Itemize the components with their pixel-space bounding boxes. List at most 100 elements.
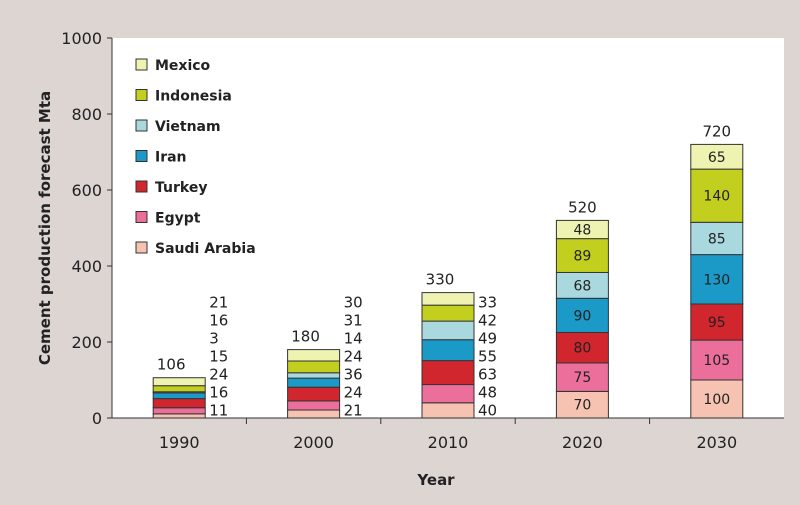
x-axis-label: Year [416, 471, 455, 489]
data-label: 68 [573, 278, 591, 294]
data-label: 40 [478, 402, 497, 420]
legend-label: Egypt [155, 211, 201, 227]
data-label: 21 [344, 402, 363, 420]
bar-segment-iran [152, 392, 206, 400]
bar-segment-mexico [555, 219, 609, 240]
data-label: 16 [209, 384, 228, 402]
x-tick-label: 1990 [159, 433, 200, 452]
x-tick-label: 2000 [293, 433, 334, 452]
bar-segment-egypt [152, 407, 206, 415]
bar-segment-vietnam [421, 320, 475, 341]
total-label: 106 [157, 356, 186, 374]
data-label: 33 [478, 294, 497, 312]
data-label: 49 [478, 330, 497, 348]
legend-item: Egypt [135, 211, 201, 227]
bar-segment-mexico [287, 349, 341, 362]
data-label: 24 [344, 348, 363, 366]
data-label: 100 [703, 392, 730, 408]
y-axis-label: Cement production forecast Mta [36, 91, 54, 365]
data-label: 105 [703, 353, 730, 369]
bar-segment-indonesia [421, 304, 475, 322]
y-tick-label: 400 [71, 257, 102, 276]
legend-swatch [135, 180, 148, 193]
bar-segment-turkey [690, 303, 744, 341]
bar-segment-vietnam [690, 221, 744, 256]
data-label: 85 [708, 231, 726, 247]
y-tick-label: 1000 [61, 29, 102, 48]
data-label: 31 [344, 312, 363, 330]
legend-item: Iran [135, 150, 187, 166]
bar-segment-mexico [421, 292, 475, 306]
data-label: 90 [573, 308, 591, 324]
bar-segment-saudi-arabia [555, 390, 609, 419]
bar-segment-mexico [152, 377, 206, 387]
bar-segment-indonesia [287, 360, 341, 374]
y-tick-label: 600 [71, 181, 102, 200]
legend-label: Saudi Arabia [155, 241, 256, 257]
legend-item: Mexico [135, 58, 211, 74]
data-label: 14 [344, 330, 363, 348]
bar-segment-iran [287, 377, 341, 388]
data-label: 65 [708, 150, 726, 166]
data-label: 42 [478, 312, 497, 330]
data-label: 95 [708, 315, 726, 331]
data-label: 70 [573, 398, 591, 414]
bar-segment-iran [690, 254, 744, 305]
data-label: 89 [573, 249, 591, 265]
bar-segment-vietnam [287, 372, 341, 379]
bar-segment-turkey [152, 398, 206, 409]
legend-label: Iran [155, 150, 187, 166]
data-label: 11 [209, 402, 228, 420]
total-label: 720 [702, 122, 731, 140]
data-label: 15 [209, 348, 228, 366]
data-label: 16 [209, 312, 228, 330]
y-tick-label: 0 [92, 409, 102, 428]
data-label: 24 [209, 366, 228, 384]
data-label: 63 [478, 366, 497, 384]
data-label: 3 [209, 330, 219, 348]
legend-label: Turkey [155, 180, 207, 196]
legend-swatch [135, 150, 148, 162]
bar-segment-egypt [287, 400, 341, 411]
y-tick-label: 800 [71, 105, 102, 124]
data-label: 48 [573, 223, 591, 239]
bar-segment-turkey [287, 386, 341, 402]
total-label: 520 [568, 198, 597, 216]
total-label: 180 [291, 328, 320, 346]
data-label: 55 [478, 348, 497, 366]
data-label: 48 [478, 384, 497, 402]
legend-swatch [135, 241, 148, 254]
legend-swatch [135, 211, 148, 223]
legend-label: Vietnam [155, 119, 221, 135]
data-label: 36 [344, 366, 363, 384]
bar-segment-turkey [555, 332, 609, 364]
legend-label: Mexico [155, 58, 211, 74]
bar-segment-iran [421, 339, 475, 362]
data-label: 75 [573, 370, 591, 386]
data-label: 21 [209, 294, 228, 312]
data-label: 80 [573, 341, 591, 357]
data-label: 30 [344, 294, 363, 312]
legend-swatch [135, 89, 148, 101]
bar-segment-indonesia [555, 238, 609, 273]
y-tick-label: 200 [71, 333, 102, 352]
bar-segment-mexico [690, 143, 744, 170]
bar-segment-egypt [421, 384, 475, 404]
legend-item: Indonesia [135, 89, 232, 105]
legend-item: Saudi Arabia [135, 241, 256, 257]
legend-item: Vietnam [135, 119, 221, 135]
bar-segment-saudi-arabia [287, 409, 341, 419]
bar-segment-saudi-arabia [421, 402, 475, 419]
data-label: 140 [703, 189, 730, 205]
x-tick-label: 2010 [428, 433, 469, 452]
legend-swatch [135, 119, 148, 132]
legend-label: Indonesia [155, 89, 232, 105]
legend-item: Turkey [135, 180, 207, 196]
bar-segment-egypt [690, 339, 744, 381]
x-tick-label: 2020 [562, 433, 603, 452]
legend-swatch [135, 58, 148, 71]
bar-segment-indonesia [152, 385, 206, 393]
total-label: 330 [426, 271, 455, 289]
